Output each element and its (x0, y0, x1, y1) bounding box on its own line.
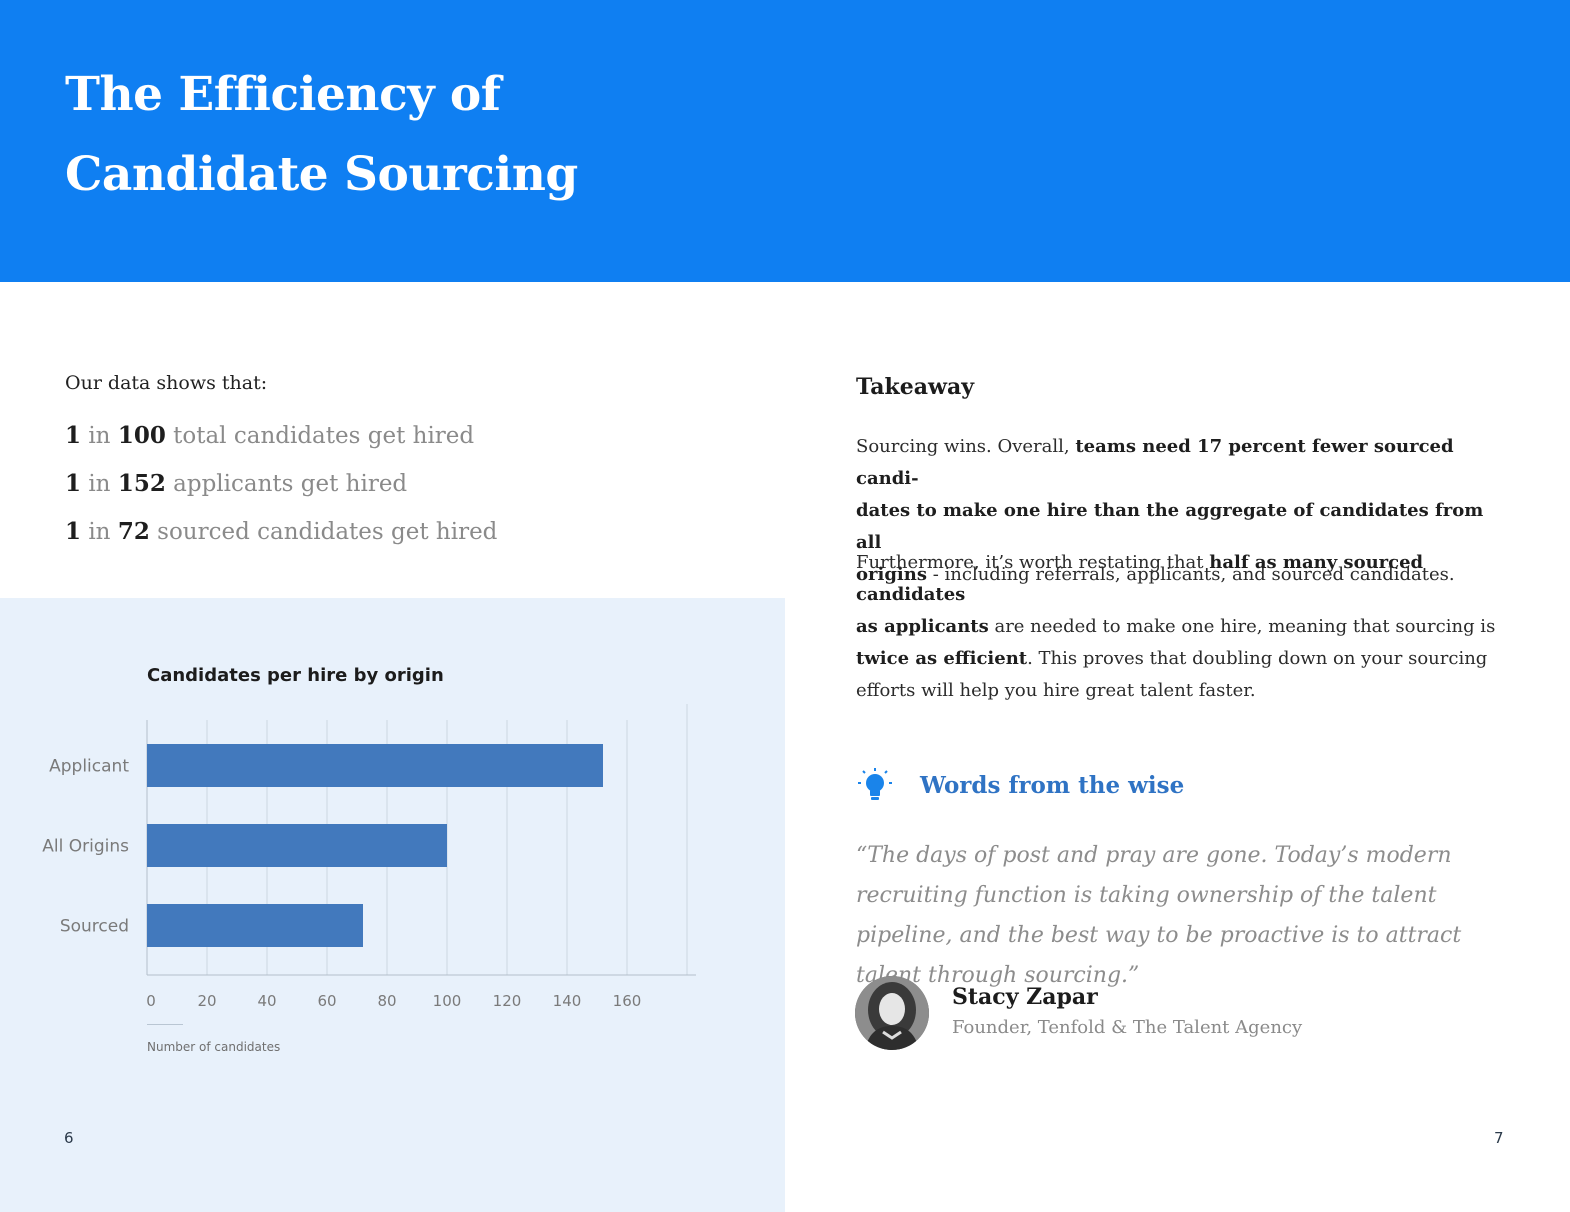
text: - including referrals, applicants, and s… (926, 564, 1455, 585)
bold-text: twice as efficient (856, 648, 1028, 669)
takeaway-paragraph-1: Sourcing wins. Overall, teams need 17 pe… (856, 431, 1506, 591)
stat-mid: in (81, 519, 118, 545)
bar-sourced (147, 904, 363, 947)
stat-total: 1 in 100 total candidates get hired (65, 422, 474, 449)
x-tick-label: 20 (197, 992, 216, 1010)
x-tick-label: 140 (553, 992, 582, 1010)
text: . This proves that doubling down on your… (1027, 648, 1488, 669)
bold-text: dates to make one hire than the aggregat… (856, 500, 1484, 553)
bar-applicant (147, 744, 603, 787)
chart-x-axis-label: Number of candidates (147, 1040, 281, 1054)
bold-text: origins (856, 564, 927, 585)
category-label: All Origins (42, 837, 129, 857)
takeaway-heading: Takeaway (856, 374, 974, 400)
x-tick-label: 80 (377, 992, 396, 1010)
title-line-1: The Efficiency of (65, 67, 501, 122)
stat-rest: total candidates get hired (165, 423, 475, 449)
x-tick-label: 160 (613, 992, 642, 1010)
text: are needed to make one hire, meaning tha… (988, 616, 1496, 637)
intro-text: Our data shows that: (65, 372, 268, 394)
author-role: Founder, Tenfold & The Talent Agency (952, 1017, 1303, 1038)
text: Furthermore, it’s worth restating that (856, 552, 1210, 573)
title-line-2: Candidate Sourcing (65, 147, 578, 202)
x-tick-label: 120 (493, 992, 522, 1010)
header-banner: The Efficiency of Candidate Sourcing (0, 0, 1570, 282)
bold-text: as applicants (856, 616, 989, 637)
stat-rest: sourced candidates get hired (149, 519, 498, 545)
stat-prefix: 1 (65, 470, 82, 497)
stat-number: 72 (117, 518, 150, 545)
stat-prefix: 1 (65, 518, 82, 545)
category-label: Sourced (60, 917, 129, 937)
x-tick-label: 60 (317, 992, 336, 1010)
stat-number: 100 (117, 422, 166, 449)
stat-number: 152 (117, 470, 166, 497)
category-label: Applicant (49, 757, 129, 777)
xlabel-divider (147, 1024, 183, 1025)
wise-heading: Words from the wise (920, 772, 1185, 799)
page-number-right: 7 (1494, 1129, 1504, 1147)
stat-mid: in (81, 471, 118, 497)
stat-rest: applicants get hired (165, 471, 408, 497)
chart-title: Candidates per hire by origin (147, 665, 444, 686)
text: efforts will help you hire great talent … (856, 680, 1256, 701)
page-title: The Efficiency of Candidate Sourcing (65, 55, 578, 215)
bar-chart: Applicant All Origins Sourced 0 20 40 60 80 100 1… (42, 704, 696, 1010)
chart-panel (0, 598, 785, 1212)
stat-mid: in (81, 423, 118, 449)
bold-text: half as many sourced candidates (856, 552, 1424, 605)
lightbulb-icon (858, 768, 892, 800)
takeaway-paragraph-2: Furthermore, it’s worth restating that h… (856, 547, 1506, 707)
quote-text: “The days of post and pray are gone. Tod… (856, 843, 1462, 988)
author-name: Stacy Zapar (952, 984, 1098, 1010)
text: Sourcing wins. Overall, (856, 436, 1076, 457)
stat-applicants: 1 in 152 applicants get hired (65, 470, 407, 497)
page-number-left: 6 (64, 1129, 74, 1147)
stat-sourced: 1 in 72 sourced candidates get hired (65, 518, 497, 545)
bold-text: teams need 17 percent fewer sourced cand… (856, 436, 1454, 489)
x-tick-label: 100 (433, 992, 462, 1010)
x-tick-label: 40 (257, 992, 276, 1010)
person-photo (855, 976, 929, 1050)
avatar (855, 976, 929, 1050)
x-tick-label: 0 (146, 992, 156, 1010)
stat-prefix: 1 (65, 422, 82, 449)
bar-all-origins (147, 824, 447, 867)
